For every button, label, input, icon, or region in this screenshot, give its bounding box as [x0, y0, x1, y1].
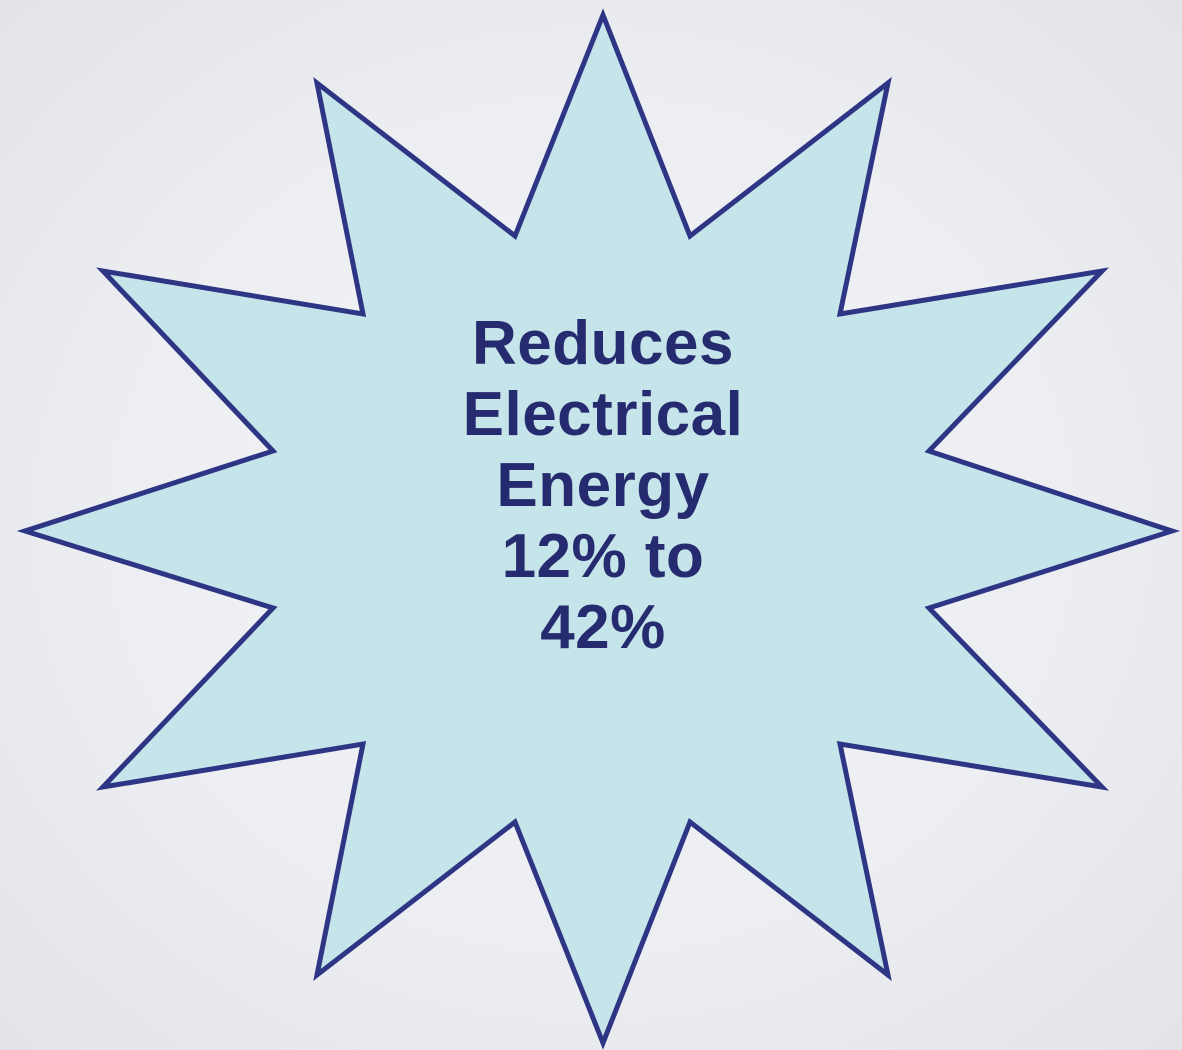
starburst-polygon	[16, 8, 1181, 1050]
burst-line-5: 42%	[540, 593, 666, 662]
burst-line-1: Reduces	[472, 309, 734, 378]
burst-line-3: Energy	[496, 451, 710, 520]
burst-line-2: Electrical	[462, 380, 744, 449]
burst-line-4: 12% to	[501, 522, 705, 591]
burst-label: Reduces Electrical Energy 12% to 42%	[383, 308, 823, 663]
